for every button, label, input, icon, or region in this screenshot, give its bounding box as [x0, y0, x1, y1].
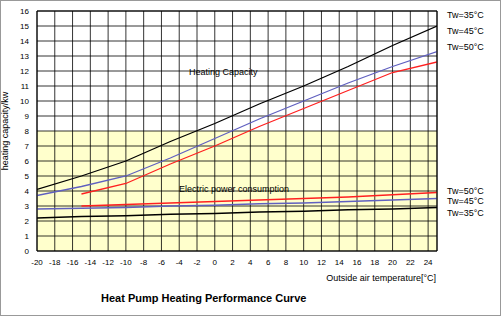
svg-text:Tw=50°C: Tw=50°C: [447, 186, 484, 196]
svg-text:Tw=45°C: Tw=45°C: [447, 26, 484, 36]
svg-text:3: 3: [25, 202, 30, 211]
svg-text:Tw=45°C: Tw=45°C: [447, 196, 484, 206]
svg-text:Tw=50°C: Tw=50°C: [447, 42, 484, 52]
svg-text:10: 10: [299, 258, 308, 267]
svg-text:16: 16: [20, 7, 29, 16]
svg-text:24: 24: [424, 258, 433, 267]
svg-text:5: 5: [25, 172, 30, 181]
svg-text:16: 16: [353, 258, 362, 267]
html-text:Outside air temperature[°C]: Outside air temperature[°C]: [326, 273, 436, 283]
svg-text:13: 13: [20, 52, 29, 61]
svg-text:12: 12: [317, 258, 326, 267]
svg-text:Tw=35°C: Tw=35°C: [447, 10, 484, 20]
svg-text:8: 8: [284, 258, 289, 267]
svg-text:-10: -10: [120, 258, 132, 267]
svg-text:11: 11: [21, 82, 30, 91]
html-text:Electric power consumption: Electric power consumption: [179, 184, 290, 194]
svg-text:-16: -16: [67, 258, 79, 267]
svg-text:-14: -14: [85, 258, 97, 267]
svg-text:heating capacity/kw: heating capacity/kw: [8, 91, 10, 170]
svg-text:15: 15: [20, 22, 29, 31]
svg-text:14: 14: [335, 258, 344, 267]
html-text:Heating Capacity: Heating Capacity: [189, 67, 258, 77]
svg-text:14: 14: [20, 37, 29, 46]
svg-text:18: 18: [370, 258, 379, 267]
svg-text:-2: -2: [193, 258, 201, 267]
svg-text:9: 9: [25, 112, 30, 121]
svg-text:20: 20: [388, 258, 397, 267]
svg-text:22: 22: [406, 258, 415, 267]
svg-text:10: 10: [20, 97, 29, 106]
svg-text:6: 6: [25, 157, 30, 166]
html-text:Heat Pump Heating Performance: Heat Pump Heating Performance Curve: [101, 292, 307, 304]
svg-text:4: 4: [25, 187, 30, 196]
svg-text:-12: -12: [102, 258, 114, 267]
svg-text:8: 8: [25, 127, 30, 136]
svg-text:-6: -6: [158, 258, 166, 267]
svg-text:12: 12: [20, 67, 29, 76]
svg-text:4: 4: [248, 258, 253, 267]
svg-text:0: 0: [213, 258, 218, 267]
svg-text:6: 6: [266, 258, 271, 267]
svg-text:1: 1: [25, 232, 30, 241]
svg-text:-8: -8: [140, 258, 148, 267]
svg-text:2: 2: [25, 217, 30, 226]
svg-text:0: 0: [25, 247, 30, 256]
svg-text:-4: -4: [176, 258, 184, 267]
svg-text:2: 2: [230, 258, 235, 267]
svg-text:Tw=35°C: Tw=35°C: [447, 208, 484, 218]
svg-text:-20: -20: [31, 258, 43, 267]
svg-text:7: 7: [25, 142, 30, 151]
svg-text:-18: -18: [49, 258, 61, 267]
